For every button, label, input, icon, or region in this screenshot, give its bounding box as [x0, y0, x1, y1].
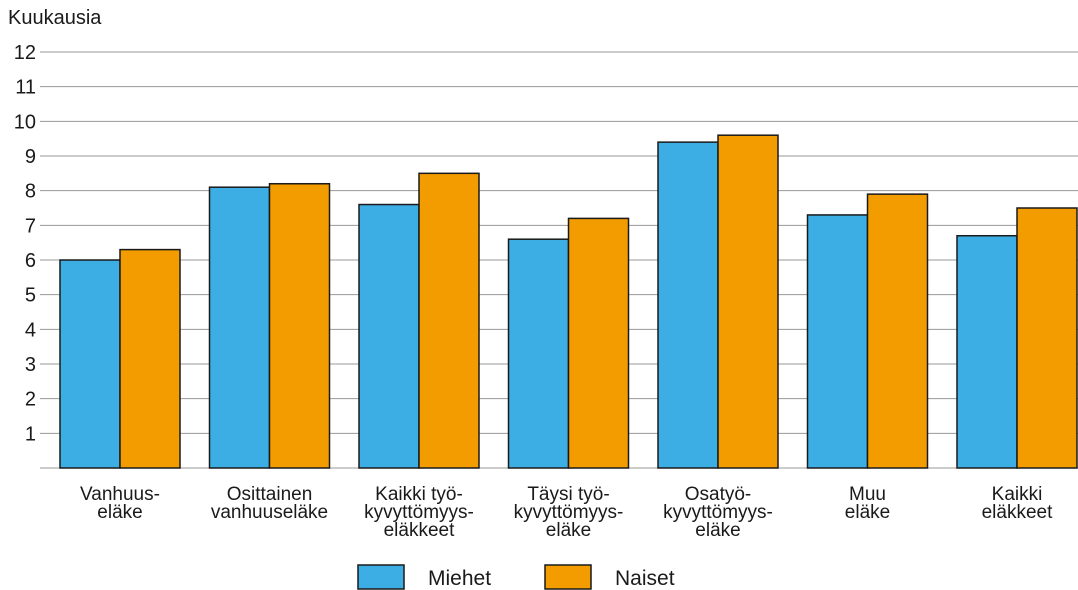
category-label: kyvyttömyys- — [364, 502, 474, 523]
y-tick-label: 8 — [25, 181, 36, 203]
legend-swatch-naiset — [544, 564, 592, 590]
category-label: Vanhuus- — [80, 484, 160, 505]
category-label: kyvyttömyys- — [514, 502, 624, 523]
y-tick-label: 6 — [25, 250, 36, 272]
category-label: Kaikki työ- — [375, 484, 463, 505]
legend: Miehet Naiset — [357, 564, 675, 590]
y-tick-label: 9 — [25, 146, 36, 168]
category-label: eläke — [695, 520, 740, 541]
y-tick-label: 5 — [25, 285, 36, 307]
y-tick-label: 4 — [25, 319, 36, 341]
category-label: eläkkeet — [384, 520, 455, 541]
y-tick-label: 2 — [25, 389, 36, 411]
bar-miehet-5 — [806, 214, 869, 469]
category-label: eläke — [97, 502, 142, 523]
y-tick-label: 11 — [15, 77, 36, 99]
bar-naiset-2 — [418, 172, 480, 469]
legend-label-miehet: Miehet — [428, 567, 491, 590]
bar-miehet-3 — [507, 238, 570, 469]
category-label: Muu — [849, 484, 886, 505]
category-label: eläke — [546, 520, 591, 541]
y-tick-label: 1 — [25, 423, 36, 445]
bar-naiset-3 — [567, 217, 630, 469]
bar-naiset-5 — [866, 193, 929, 469]
y-tick-label: 7 — [25, 215, 36, 237]
y-tick-label: 10 — [14, 111, 36, 133]
bar-naiset-0 — [119, 248, 181, 469]
bar-miehet-4 — [657, 141, 719, 469]
y-axis-label: Kuukausia — [8, 7, 102, 29]
bar-miehet-1 — [208, 186, 271, 469]
bar-miehet-2 — [358, 203, 420, 469]
category-label: eläkkeet — [982, 502, 1053, 523]
category-label: eläke — [845, 502, 890, 523]
category-label: Kaikki — [992, 484, 1043, 505]
category-label: vanhuuseläke — [211, 502, 328, 523]
category-label: Osittainen — [227, 484, 313, 505]
category-label: kyvyttömyys- — [663, 502, 773, 523]
category-label: Täysi työ- — [527, 484, 609, 505]
bar-naiset-1 — [268, 182, 331, 469]
bar-miehet-0 — [59, 259, 121, 469]
bar-naiset-6 — [1016, 207, 1078, 469]
bar-miehet-6 — [956, 234, 1018, 469]
y-tick-label: 3 — [25, 354, 36, 376]
legend-label-naiset: Naiset — [615, 567, 675, 590]
legend-swatch-miehet — [357, 564, 405, 590]
y-tick-label: 12 — [14, 42, 36, 64]
bar-naiset-4 — [717, 134, 779, 469]
bars — [59, 134, 1078, 469]
category-label: Osatyö- — [685, 484, 752, 505]
